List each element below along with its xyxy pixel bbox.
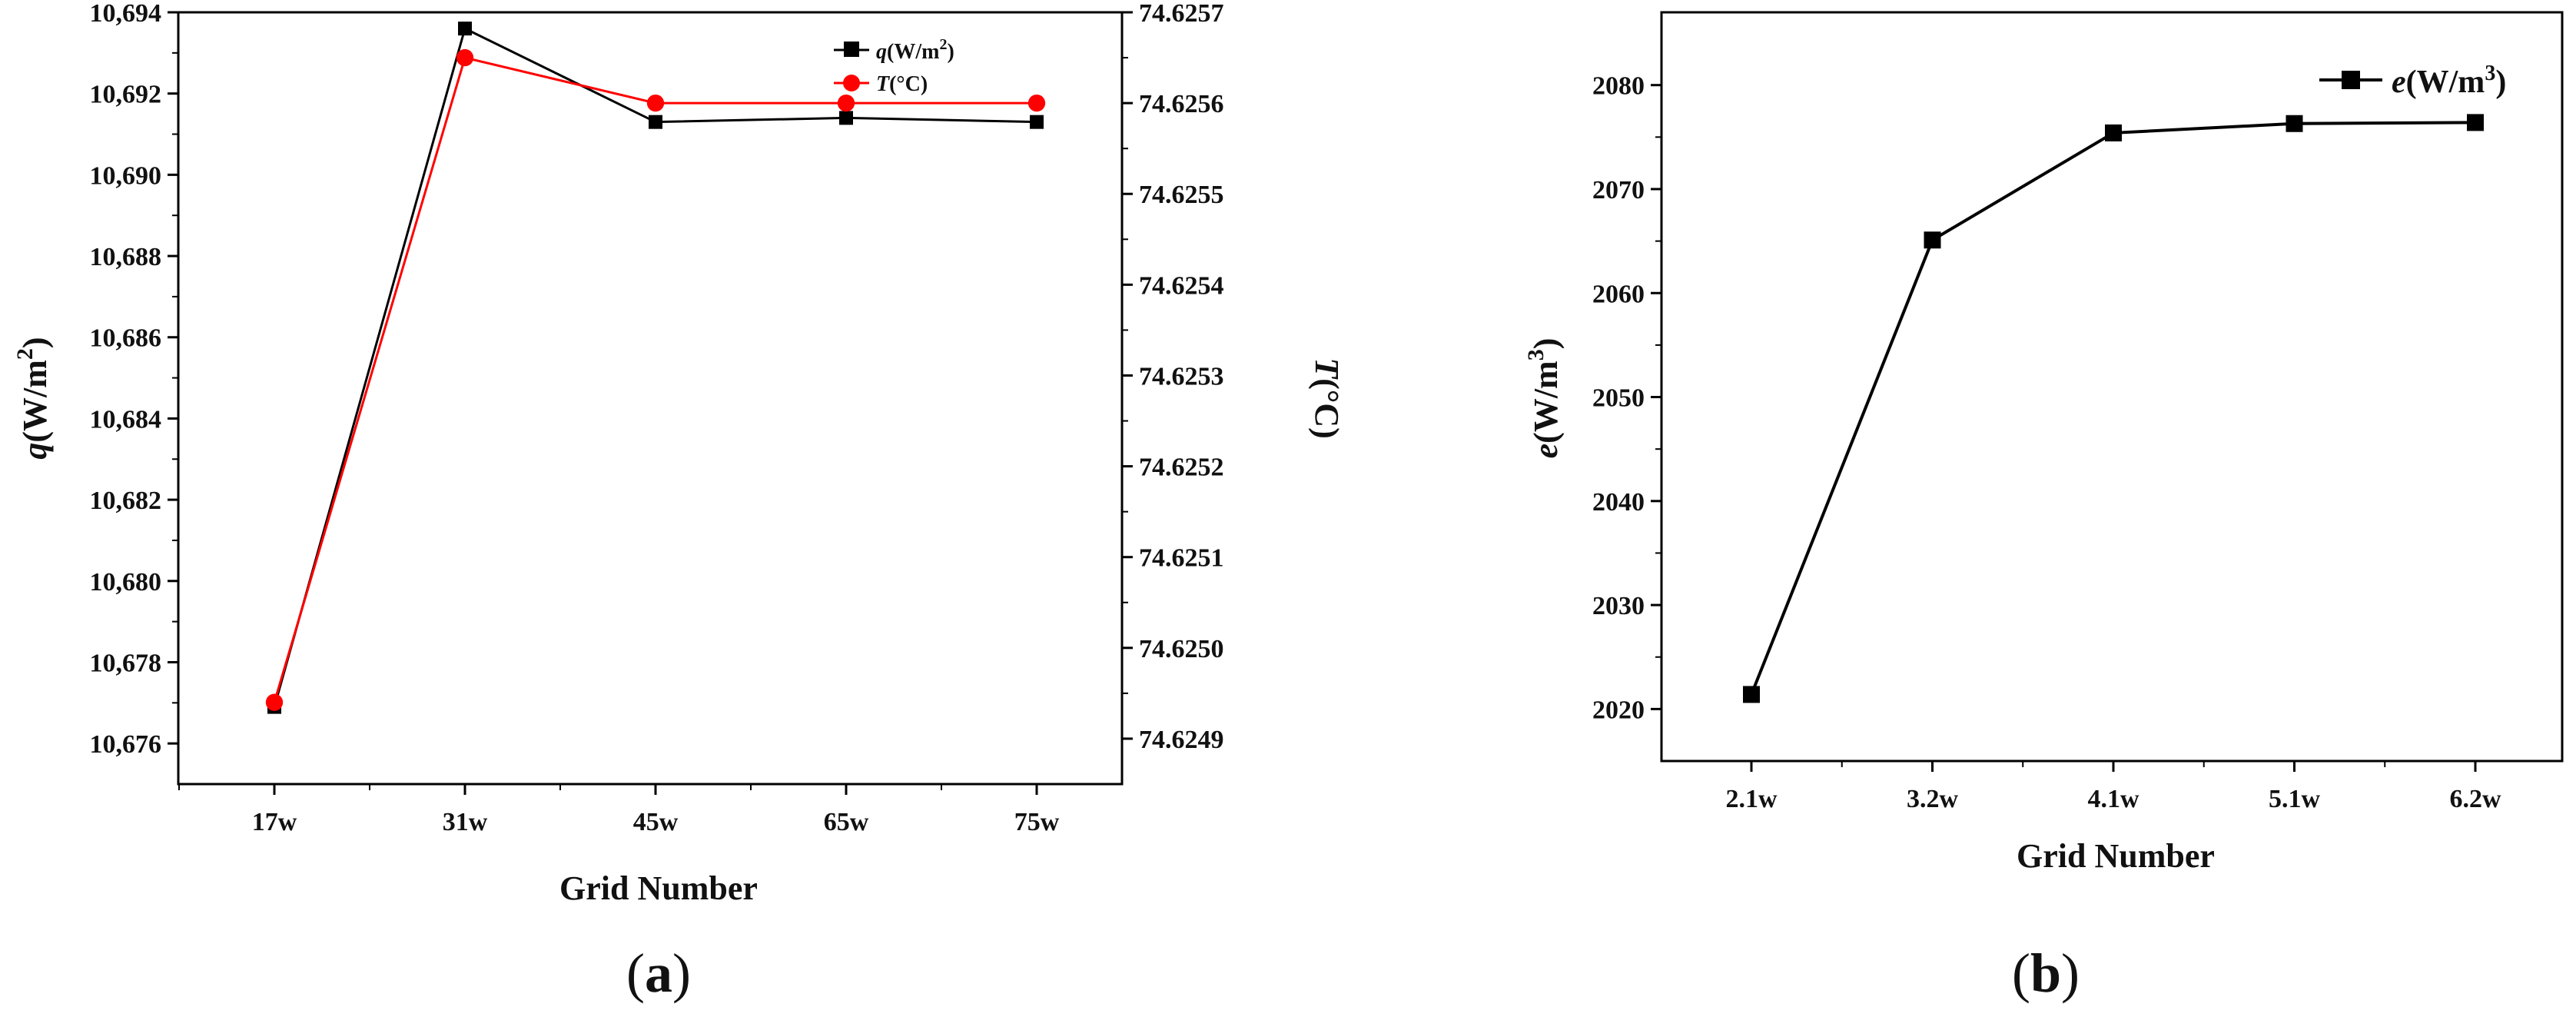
x-tick-label: 17w <box>252 808 297 836</box>
x-tick-label: 45w <box>633 808 679 836</box>
x-axis-title-a: Grid Number <box>559 869 758 907</box>
caption-a: (a) <box>626 942 691 1004</box>
data-point-square <box>2467 114 2484 131</box>
left-tick-label: 2070 <box>1592 176 1645 204</box>
x-tick-label: 2.1w <box>1725 785 1778 813</box>
x-tick-label: 5.1w <box>2269 785 2321 813</box>
panel-b: 2020 2030 2040 2050 2060 2070 2080 2.1w 3.2w 4.1… <box>1523 11 2564 1004</box>
data-point-square <box>1743 686 1760 703</box>
left-tick-label: 2050 <box>1592 384 1645 413</box>
series-b <box>1743 114 2484 703</box>
x-tick-label: 4.1w <box>2087 785 2139 813</box>
legend-label-q: q(W/m2) <box>876 36 954 64</box>
right-tick-label: 74.6255 <box>1139 181 1224 209</box>
left-tick-label: 10,678 <box>90 649 162 677</box>
right-tick-label: 74.6257 <box>1139 0 1224 28</box>
legend-label-t: T(°C) <box>876 72 928 96</box>
left-tick-label: 2030 <box>1592 592 1645 620</box>
left-axis-ticks-b: 2020 2030 2040 2050 2060 2070 2080 <box>1592 72 1661 724</box>
right-tick-label: 74.6251 <box>1139 544 1224 573</box>
data-point-circle <box>646 94 665 112</box>
series-a <box>265 22 1046 714</box>
left-tick-label: 2040 <box>1592 488 1645 517</box>
right-tick-label: 74.6252 <box>1139 454 1224 482</box>
x-tick-label: 65w <box>824 808 869 836</box>
caption-b: (b) <box>2012 942 2080 1004</box>
x-tick-label: 31w <box>443 808 488 836</box>
series-line-primary <box>1750 121 2476 696</box>
x-axis-title-b: Grid Number <box>2017 837 2215 875</box>
legend-marker-e <box>2342 71 2360 89</box>
x-tick-label: 6.2w <box>2449 785 2501 813</box>
data-point-square <box>1924 231 1941 249</box>
data-point-square <box>2105 124 2122 141</box>
right-tick-label: 74.6249 <box>1139 726 1224 754</box>
left-tick-label: 10,690 <box>90 161 162 190</box>
left-tick-label: 10,684 <box>90 405 162 434</box>
x-axis-ticks-b: 2.1w 3.2w 4.1w 5.1w 6.2w <box>1725 761 2501 813</box>
right-tick-label: 74.6256 <box>1139 90 1224 118</box>
left-tick-label: 10,682 <box>90 487 162 515</box>
x-tick-label: 3.2w <box>1907 785 1959 813</box>
right-tick-label: 74.6254 <box>1139 271 1224 300</box>
left-tick-label: 10,686 <box>90 324 162 353</box>
data-point-circle <box>1027 94 1046 112</box>
legend-marker-t <box>843 75 860 91</box>
left-tick-label: 10,694 <box>90 0 162 28</box>
data-point-square <box>1030 115 1044 129</box>
panel-a: 10,676 10,678 10,680 10,682 10,684 10,686 10,6… <box>12 0 1346 1004</box>
right-axis-ticks-a: 74.6249 74.6250 74.6251 74.6252 74.6253 74.62… <box>1122 0 1224 754</box>
data-point-square <box>839 111 853 125</box>
y-axis-title-a: q(W/m2) <box>12 337 54 459</box>
left-axis-ticks-a: 10,676 10,678 10,680 10,682 10,684 10,686 10,6… <box>90 0 178 759</box>
data-point-square <box>2286 115 2303 132</box>
y-axis-title-b: e(W/m3) <box>1523 338 1565 459</box>
plot-frame-b <box>1660 11 2564 763</box>
left-tick-label: 10,676 <box>90 730 162 759</box>
data-point-circle <box>456 48 474 67</box>
series-line-temperature <box>273 56 1037 703</box>
data-point-square <box>458 22 472 36</box>
left-tick-label: 10,680 <box>90 568 162 597</box>
legend-a: q(W/m2) T(°C) <box>834 36 954 96</box>
left-tick-label: 10,688 <box>90 243 162 271</box>
legend-b: e(W/m3) <box>2319 61 2506 100</box>
data-point-circle <box>837 94 855 112</box>
series-line-primary <box>273 26 1037 708</box>
right-tick-label: 74.6250 <box>1139 635 1224 663</box>
legend-label-e: e(W/m3) <box>2392 61 2506 100</box>
plot-frame-a <box>177 11 1124 786</box>
x-tick-label: 75w <box>1014 808 1060 836</box>
right-tick-label: 74.6253 <box>1139 362 1224 391</box>
data-point-square <box>649 115 662 129</box>
y2-axis-title-a: T(°C) <box>1308 357 1346 439</box>
legend-marker-q <box>844 42 859 57</box>
x-axis-ticks-a: 17w 31w 45w 65w 75w <box>178 784 1060 836</box>
left-tick-label: 2080 <box>1592 72 1645 101</box>
left-tick-label: 10,692 <box>90 81 162 109</box>
left-tick-label: 2060 <box>1592 280 1645 308</box>
left-tick-label: 2020 <box>1592 696 1645 724</box>
data-point-circle <box>265 693 284 711</box>
